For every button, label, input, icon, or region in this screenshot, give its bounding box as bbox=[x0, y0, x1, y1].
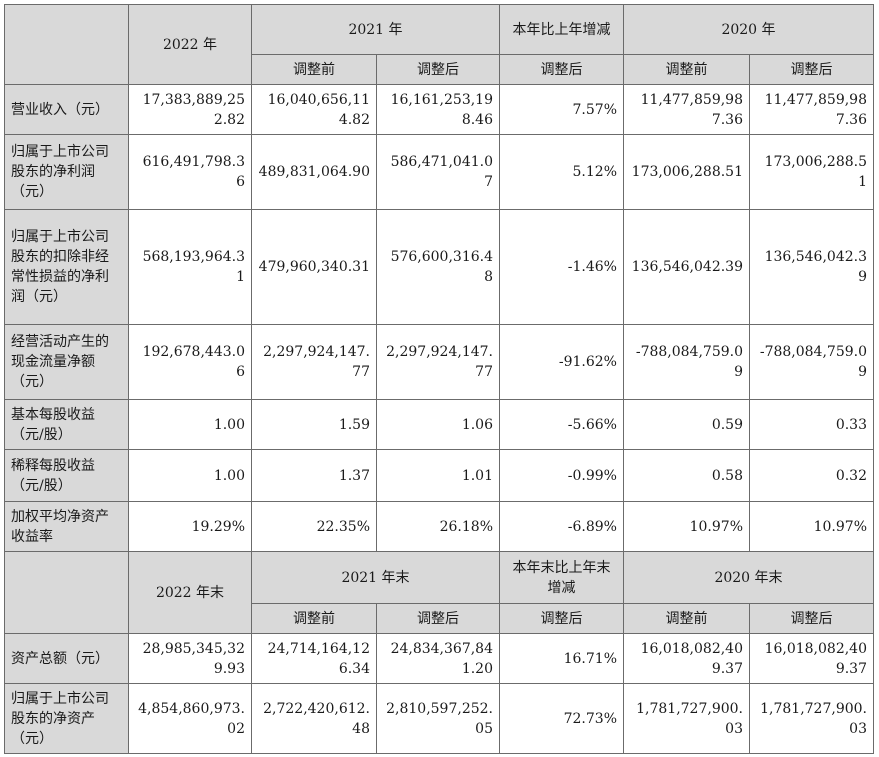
col-header-2021: 2021 年 bbox=[251, 4, 500, 55]
value-2021-after: 2,810,597,252.05 bbox=[376, 683, 500, 754]
col-header-change: 本年比上年增减 bbox=[499, 4, 624, 55]
value-2021-after: 586,471,041.07 bbox=[376, 134, 500, 210]
value-change: 16.71% bbox=[499, 633, 624, 684]
value-2022: 28,985,345,329.93 bbox=[128, 633, 252, 684]
value-2021-before: 16,040,656,114.82 bbox=[251, 84, 377, 135]
table-row: 营业收入（元） 17,383,889,252.82 16,040,656,114… bbox=[4, 84, 874, 135]
header-stub bbox=[4, 4, 129, 85]
row-label: 归属于上市公司股东的净利润（元） bbox=[4, 134, 129, 210]
table-row: 归属于上市公司股东的扣除非经常性损益的净利润（元） 568,193,964.31… bbox=[4, 209, 874, 325]
financial-data-table: 2022 年 2021 年 本年比上年增减 2020 年 调整前 调整后 调整后… bbox=[4, 4, 874, 754]
row-label: 加权平均净资产收益率 bbox=[4, 501, 129, 552]
value-2021-after: 576,600,316.48 bbox=[376, 209, 500, 325]
col-header-2020-after: 调整后 bbox=[749, 54, 874, 85]
value-2020-after: 0.33 bbox=[749, 399, 874, 450]
value-2020-before: 11,477,859,987.36 bbox=[623, 84, 750, 135]
value-2020-before: 10.97% bbox=[623, 501, 750, 552]
value-change: 72.73% bbox=[499, 683, 624, 754]
value-2021-before: 2,297,924,147.77 bbox=[251, 324, 377, 400]
table-row: 归属于上市公司股东的净利润（元） 616,491,798.36 489,831,… bbox=[4, 134, 874, 210]
value-2022: 192,678,443.06 bbox=[128, 324, 252, 400]
value-2020-after: -788,084,759.09 bbox=[749, 324, 874, 400]
col-header-2021-end-after: 调整后 bbox=[376, 603, 500, 634]
row-label: 归属于上市公司股东的扣除非经常性损益的净利润（元） bbox=[4, 209, 129, 325]
value-2021-after: 1.06 bbox=[376, 399, 500, 450]
value-change: -91.62% bbox=[499, 324, 624, 400]
value-2020-before: 136,546,042.39 bbox=[623, 209, 750, 325]
value-2020-after: 1,781,727,900.03 bbox=[749, 683, 874, 754]
value-2022: 19.29% bbox=[128, 501, 252, 552]
value-2021-before: 489,831,064.90 bbox=[251, 134, 377, 210]
col-header-2021-end-before: 调整前 bbox=[251, 603, 377, 634]
table-row: 归属于上市公司股东的净资产（元） 4,854,860,973.02 2,722,… bbox=[4, 683, 874, 754]
col-header-2020-end-after: 调整后 bbox=[749, 603, 874, 634]
header-stub bbox=[4, 551, 129, 634]
value-2022: 17,383,889,252.82 bbox=[128, 84, 252, 135]
value-2020-before: -788,084,759.09 bbox=[623, 324, 750, 400]
row-label: 基本每股收益（元/股） bbox=[4, 399, 129, 450]
col-header-2020: 2020 年 bbox=[623, 4, 874, 55]
value-2021-before: 24,714,164,126.34 bbox=[251, 633, 377, 684]
value-2021-before: 2,722,420,612.48 bbox=[251, 683, 377, 754]
value-2020-before: 0.59 bbox=[623, 399, 750, 450]
table-row: 基本每股收益（元/股） 1.00 1.59 1.06 -5.66% 0.59 0… bbox=[4, 399, 874, 450]
value-change: 5.12% bbox=[499, 134, 624, 210]
col-header-2021-end: 2021 年末 bbox=[251, 551, 500, 604]
value-2020-after: 173,006,288.51 bbox=[749, 134, 874, 210]
col-header-change-end: 本年末比上年末增减 bbox=[499, 551, 624, 604]
value-2021-after: 16,161,253,198.46 bbox=[376, 84, 500, 135]
value-2020-before: 16,018,082,409.37 bbox=[623, 633, 750, 684]
table-row: 经营活动产生的现金流量净额（元） 192,678,443.06 2,297,92… bbox=[4, 324, 874, 400]
col-header-2022: 2022 年 bbox=[128, 4, 252, 85]
value-change: -6.89% bbox=[499, 501, 624, 552]
col-header-change-end-after: 调整后 bbox=[499, 603, 624, 634]
row-label: 营业收入（元） bbox=[4, 84, 129, 135]
table-row: 稀释每股收益（元/股） 1.00 1.37 1.01 -0.99% 0.58 0… bbox=[4, 449, 874, 502]
value-2022: 4,854,860,973.02 bbox=[128, 683, 252, 754]
value-2021-before: 1.59 bbox=[251, 399, 377, 450]
col-header-2020-end: 2020 年末 bbox=[623, 551, 874, 604]
value-2021-after: 26.18% bbox=[376, 501, 500, 552]
col-header-2022-end: 2022 年末 bbox=[128, 551, 252, 634]
col-header-2021-after: 调整后 bbox=[376, 54, 500, 85]
row-label: 稀释每股收益（元/股） bbox=[4, 449, 129, 502]
value-change: -0.99% bbox=[499, 449, 624, 502]
value-2021-before: 22.35% bbox=[251, 501, 377, 552]
table-row: 加权平均净资产收益率 19.29% 22.35% 26.18% -6.89% 1… bbox=[4, 501, 874, 552]
value-2021-after: 2,297,924,147.77 bbox=[376, 324, 500, 400]
value-change: -5.66% bbox=[499, 399, 624, 450]
value-2020-before: 0.58 bbox=[623, 449, 750, 502]
value-2020-before: 173,006,288.51 bbox=[623, 134, 750, 210]
col-header-2021-before: 调整前 bbox=[251, 54, 377, 85]
value-2020-after: 10.97% bbox=[749, 501, 874, 552]
value-2021-before: 1.37 bbox=[251, 449, 377, 502]
value-2022: 1.00 bbox=[128, 449, 252, 502]
value-2022: 616,491,798.36 bbox=[128, 134, 252, 210]
value-change: 7.57% bbox=[499, 84, 624, 135]
value-change: -1.46% bbox=[499, 209, 624, 325]
value-2022: 1.00 bbox=[128, 399, 252, 450]
value-2021-after: 24,834,367,841.20 bbox=[376, 633, 500, 684]
value-2020-after: 11,477,859,987.36 bbox=[749, 84, 874, 135]
table-row: 资产总额（元） 28,985,345,329.93 24,714,164,126… bbox=[4, 633, 874, 684]
col-header-2020-end-before: 调整前 bbox=[623, 603, 750, 634]
value-2020-after: 0.32 bbox=[749, 449, 874, 502]
value-2020-before: 1,781,727,900.03 bbox=[623, 683, 750, 754]
row-label: 归属于上市公司股东的净资产（元） bbox=[4, 683, 129, 754]
value-2020-after: 16,018,082,409.37 bbox=[749, 633, 874, 684]
row-label: 资产总额（元） bbox=[4, 633, 129, 684]
value-2021-after: 1.01 bbox=[376, 449, 500, 502]
col-header-2020-before: 调整前 bbox=[623, 54, 750, 85]
row-label: 经营活动产生的现金流量净额（元） bbox=[4, 324, 129, 400]
value-2021-before: 479,960,340.31 bbox=[251, 209, 377, 325]
value-2020-after: 136,546,042.39 bbox=[749, 209, 874, 325]
value-2022: 568,193,964.31 bbox=[128, 209, 252, 325]
col-header-change-after: 调整后 bbox=[499, 54, 624, 85]
